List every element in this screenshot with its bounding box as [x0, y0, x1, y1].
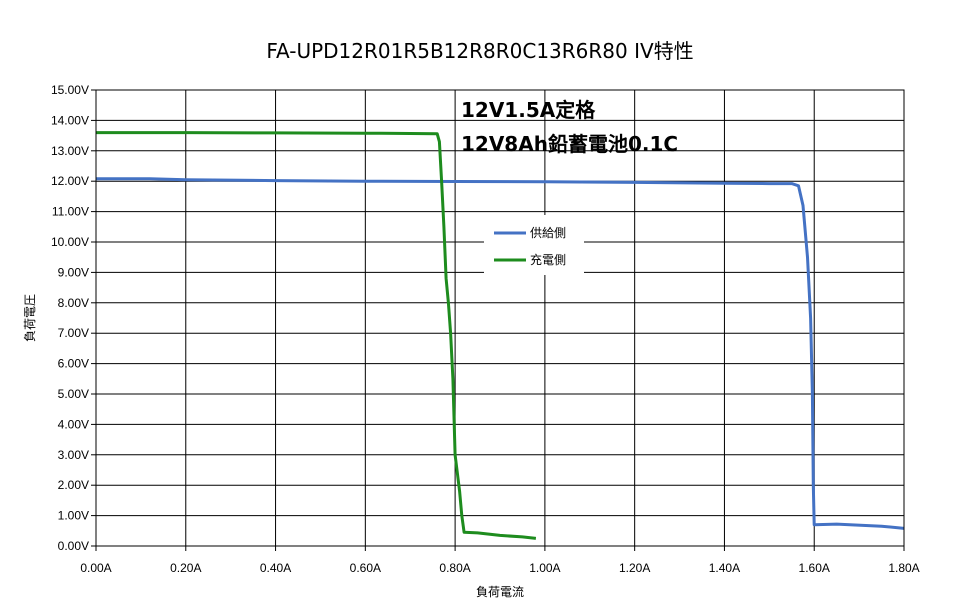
y-tick-label: 3.00V [58, 448, 89, 462]
y-tick-labels: 0.00V 1.00V 2.00V 3.00V 4.00V 5.00V 6.00V 7.00V… [51, 83, 89, 553]
series-line-charge [96, 131, 537, 540]
x-tick-label: 1.40A [709, 561, 740, 575]
annotation-rating: 12V1.5A定格 [461, 98, 596, 122]
x-tick-label: 1.80A [888, 561, 919, 575]
y-tick-label: 12.00V [51, 174, 89, 188]
y-tick-label: 2.00V [58, 478, 89, 492]
legend: 供給側 充電側 [484, 215, 584, 275]
plot-border [95, 89, 905, 547]
y-tick-label: 8.00V [58, 296, 89, 310]
y-tick-label: 11.00V [52, 205, 89, 219]
annotation-battery: 12V8Ah鉛蓄電池0.1C [461, 132, 678, 156]
y-tick-label: 14.00V [51, 113, 89, 127]
x-tick-label: 0.80A [439, 561, 470, 575]
y-axis-label: 負荷電圧 [23, 294, 37, 342]
y-tick-label: 0.00V [58, 539, 89, 553]
legend-label-supply: 供給側 [530, 226, 566, 240]
y-tick-label: 10.00V [51, 235, 89, 249]
x-tick-label: 1.20A [619, 561, 650, 575]
y-tick-label: 6.00V [58, 357, 89, 371]
y-tick-label: 15.00V [51, 83, 89, 97]
x-tick-label: 1.60A [799, 561, 830, 575]
x-tick-labels: 0.00A 0.20A 0.40A 0.60A 0.80A 1.00A 1.20A 1.40A… [80, 561, 919, 575]
y-tick-label: 13.00V [51, 144, 89, 158]
y-tick-label: 4.00V [58, 417, 89, 431]
y-tick-label: 5.00V [58, 387, 89, 401]
y-tick-label: 1.00V [58, 509, 89, 523]
x-tick-label: 0.20A [170, 561, 201, 575]
x-tick-label: 0.40A [260, 561, 291, 575]
y-tick-label: 9.00V [58, 265, 89, 279]
x-tick-label: 1.00A [529, 561, 560, 575]
x-tick-label: 0.60A [350, 561, 381, 575]
chart-title: FA-UPD12R01R5B12R8R0C13R6R80 IV特性 [266, 39, 693, 63]
legend-label-charge: 充電側 [530, 252, 566, 267]
grid [91, 89, 905, 551]
y-tick-label: 7.00V [58, 326, 89, 340]
series-line-supply [96, 177, 905, 530]
series-lines [96, 131, 905, 540]
x-tick-label: 0.00A [80, 561, 111, 575]
legend-box [484, 215, 584, 275]
x-axis-label: 負荷電流 [476, 585, 524, 599]
